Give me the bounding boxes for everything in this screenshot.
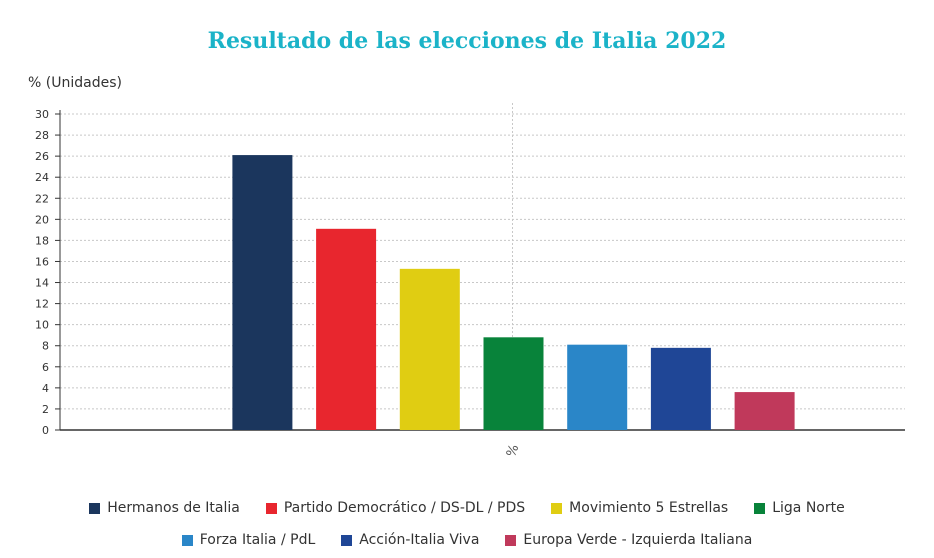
y-axis-label: % (Unidades) xyxy=(28,75,122,91)
bar xyxy=(316,228,377,430)
legend: Hermanos de Italia Partido Democrático / … xyxy=(0,492,934,556)
legend-swatch xyxy=(181,534,193,546)
y-tick-label: 18 xyxy=(35,234,49,247)
legend-label: Acción-Italia Viva xyxy=(359,532,480,548)
bar xyxy=(734,392,795,430)
bar xyxy=(650,347,711,430)
y-tick-label: 30 xyxy=(35,108,49,121)
legend-label: Liga Norte xyxy=(772,500,845,516)
legend-row: Forza Italia / PdL Acción-Italia Viva Euro… xyxy=(0,524,934,556)
y-tick-label: 2 xyxy=(42,403,49,416)
legend-label: Movimiento 5 Estrellas xyxy=(569,500,729,516)
legend-item[interactable]: Forza Italia / PdL xyxy=(181,532,316,548)
chart-title: Resultado de las elecciones de Italia 20… xyxy=(207,28,727,54)
legend-row: Hermanos de Italia Partido Democrático / … xyxy=(0,492,934,524)
legend-swatch xyxy=(754,502,766,514)
legend-label: Hermanos de Italia xyxy=(107,500,240,516)
legend-item[interactable]: Hermanos de Italia xyxy=(89,500,240,516)
bar xyxy=(399,268,460,430)
x-category-label: % xyxy=(504,442,522,459)
y-tick-label: 4 xyxy=(42,382,49,395)
y-tick-label: 0 xyxy=(42,424,49,437)
legend-label: Europa Verde - Izquierda Italiana xyxy=(523,532,753,548)
y-tick-label: 24 xyxy=(35,171,49,184)
legend-item[interactable]: Movimiento 5 Estrellas xyxy=(551,500,728,516)
bar xyxy=(567,344,628,430)
legend-swatch xyxy=(265,502,277,514)
legend-swatch xyxy=(341,534,353,546)
y-tick-label: 16 xyxy=(35,255,49,268)
y-tick-label: 26 xyxy=(35,150,49,163)
y-tick-label: 12 xyxy=(35,298,49,311)
y-tick-label: 10 xyxy=(35,319,49,332)
y-tick-label: 8 xyxy=(42,340,49,353)
y-tick-label: 14 xyxy=(35,277,49,290)
legend-swatch xyxy=(505,534,517,546)
y-tick-label: 22 xyxy=(35,192,49,205)
bar xyxy=(232,155,293,430)
legend-label: Partido Democrático / DS-DL / PDS xyxy=(283,500,526,516)
legend-swatch xyxy=(89,502,101,514)
y-tick-label: 28 xyxy=(35,129,49,142)
bar xyxy=(483,337,544,430)
legend-item[interactable]: Liga Norte xyxy=(754,500,845,516)
legend-label: Forza Italia / PdL xyxy=(199,532,316,548)
y-tick-label: 6 xyxy=(42,361,49,374)
legend-item[interactable]: Europa Verde - Izquierda Italiana xyxy=(505,532,752,548)
legend-swatch xyxy=(551,502,563,514)
legend-item[interactable]: Acción-Italia Viva xyxy=(341,532,479,548)
legend-item[interactable]: Partido Democrático / DS-DL / PDS xyxy=(265,500,526,516)
y-tick-label: 20 xyxy=(35,213,49,226)
